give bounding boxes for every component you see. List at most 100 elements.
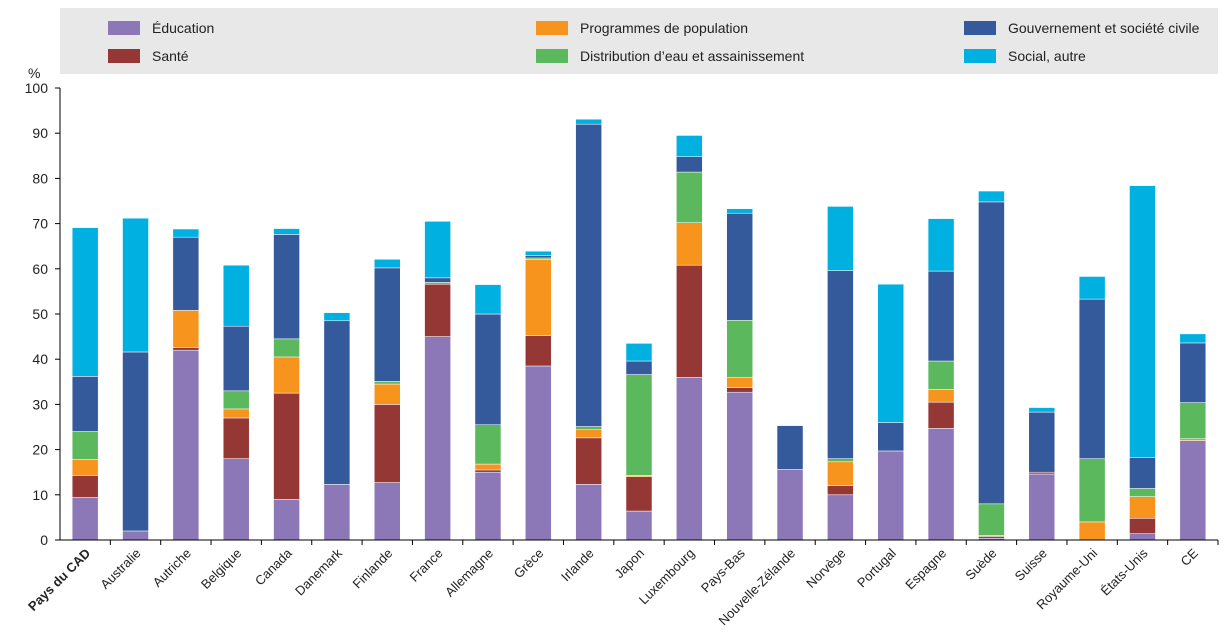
unit-label: % <box>28 65 40 81</box>
bar-segment-social-autre <box>474 284 502 315</box>
bars <box>71 118 1207 541</box>
bar-segment-programmes-de-population <box>726 377 753 388</box>
bar-japon <box>625 343 653 541</box>
x-tick-label: Belgique <box>198 546 244 592</box>
legend-item-social-autre: Social, autre <box>964 48 1086 64</box>
bar-segment-sante <box>1129 518 1156 534</box>
legend-item-programmes-de-population: Programmes de population <box>536 20 748 36</box>
bar-pays-bas <box>726 208 753 541</box>
bar-segment-gouvernement-et-societe-civile <box>827 270 854 459</box>
y-tick-label: 40 <box>32 351 48 367</box>
bar-segment-social-autre <box>71 227 99 377</box>
bar-segment-distribution-d-eau-et-assainissement <box>726 320 753 378</box>
bar-grece <box>525 250 552 541</box>
y-tick-label: 70 <box>32 216 48 232</box>
bar-segment-education <box>877 450 904 541</box>
bar-segment-distribution-d-eau-et-assainissement <box>927 360 955 390</box>
legend-swatch <box>108 49 140 63</box>
x-tick-label: CE <box>1178 545 1202 569</box>
bar-segment-education <box>726 391 753 541</box>
bar-suede <box>978 190 1005 541</box>
x-tick-label: Canada <box>252 545 295 588</box>
x-tick-label: Espagne <box>902 546 949 593</box>
bar-segment-social-autre <box>323 312 351 322</box>
bar-segment-gouvernement-et-societe-civile <box>71 376 99 432</box>
legend-item-distribution-d-eau-et-assainissement: Distribution d’eau et assainissement <box>536 48 804 64</box>
x-tick-label: Norvège <box>803 546 848 591</box>
bar-france <box>424 221 451 541</box>
bar-segment-social-autre <box>273 228 300 235</box>
x-tick-label: Autriche <box>150 546 194 590</box>
x-tick-label: Pays du CAD <box>25 546 93 614</box>
bar-segment-education <box>525 365 552 541</box>
bar-segment-gouvernement-et-societe-civile <box>726 212 753 321</box>
x-tick-label: Grèce <box>511 546 547 582</box>
bar-segment-social-autre <box>172 228 200 238</box>
bar-etats-unis <box>1129 185 1156 541</box>
bar-segment-distribution-d-eau-et-assainissement <box>1129 488 1156 497</box>
bar-segment-gouvernement-et-societe-civile <box>776 425 804 470</box>
x-tick-label: Australie <box>97 546 143 592</box>
x-tick-label: Danemark <box>292 545 345 598</box>
legend-label: Social, autre <box>1008 48 1086 64</box>
bar-segment-education <box>1028 473 1056 541</box>
bar-segment-programmes-de-population <box>172 310 200 348</box>
bar-autriche <box>172 228 200 541</box>
bar-segment-education <box>676 377 703 541</box>
bar-segment-programmes-de-population <box>1129 496 1156 519</box>
bar-segment-education <box>1129 533 1156 541</box>
bar-segment-sante <box>978 536 1005 539</box>
bar-segment-social-autre <box>726 208 753 214</box>
bar-segment-gouvernement-et-societe-civile <box>525 255 552 259</box>
bar-segment-education <box>374 482 401 541</box>
bar-allemagne <box>474 284 502 541</box>
x-tick-label: Pays-Bas <box>698 545 748 595</box>
bar-segment-sante <box>676 264 703 378</box>
x-tick-label: France <box>407 546 446 585</box>
y-tick-label: 50 <box>32 306 48 322</box>
bar-portugal <box>877 283 904 541</box>
bar-segment-sante <box>927 401 955 429</box>
bar-segment-sante <box>575 437 602 485</box>
bar-segment-distribution-d-eau-et-assainissement <box>827 458 854 463</box>
x-tick-label: Japon <box>611 546 647 582</box>
legend-swatch <box>108 21 140 35</box>
legend-label: Gouvernement et société civile <box>1008 20 1200 36</box>
bar-segment-distribution-d-eau-et-assainissement <box>1179 402 1207 440</box>
legend-item-education: Éducation <box>108 20 214 36</box>
bar-segment-gouvernement-et-societe-civile <box>172 236 200 311</box>
x-tick-label: Portugal <box>854 545 899 590</box>
bar-segment-sante <box>172 347 200 351</box>
legend-swatch <box>536 49 568 63</box>
x-tick-label: Suisse <box>1012 546 1050 584</box>
bar-segment-sante <box>222 417 250 459</box>
bar-segment-distribution-d-eau-et-assainissement <box>1078 458 1106 523</box>
bar-segment-programmes-de-population <box>676 222 703 266</box>
bar-segment-sante <box>726 387 753 393</box>
bar-segment-distribution-d-eau-et-assainissement <box>474 424 502 465</box>
bar-segment-social-autre <box>877 283 904 423</box>
x-tick-label: États-Unis <box>1098 545 1151 598</box>
bar-segment-education <box>424 336 451 541</box>
legend-item-gouvernement-et-societe-civile: Gouvernement et société civile <box>964 20 1200 36</box>
bar-segment-education <box>776 469 804 541</box>
legend-label: Éducation <box>152 20 214 36</box>
bar-belgique <box>222 264 250 541</box>
bar-segment-social-autre <box>625 343 653 362</box>
legend-item-sante: Santé <box>108 48 189 64</box>
bar-suisse <box>1028 407 1056 541</box>
bar-segment-education <box>323 484 351 541</box>
bar-espagne <box>927 218 955 541</box>
bar-segment-social-autre <box>222 264 250 327</box>
y-axis: 0 10 20 30 40 50 60 70 80 90 100 <box>25 80 60 548</box>
bar-segment-gouvernement-et-societe-civile <box>222 325 250 392</box>
bar-segment-programmes-de-population <box>273 356 300 394</box>
bar-segment-social-autre <box>122 217 149 353</box>
bar-segment-gouvernement-et-societe-civile <box>374 267 401 382</box>
bar-segment-education <box>625 510 653 541</box>
bar-segment-programmes-de-population <box>222 408 250 419</box>
bar-segment-gouvernement-et-societe-civile <box>877 422 904 452</box>
bar-segment-programmes-de-population <box>525 259 552 336</box>
bar-segment-social-autre <box>1179 333 1207 344</box>
